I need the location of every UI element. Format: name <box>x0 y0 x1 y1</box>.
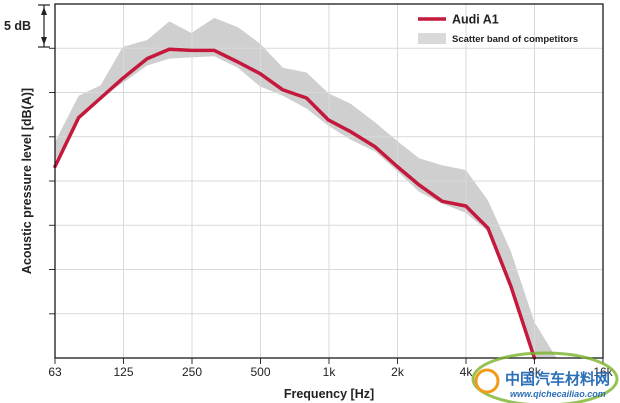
x-axis-ticks: 63 125 250 500 1k 2k 4k 8k 16k <box>48 358 614 379</box>
x-tick-label: 2k <box>391 365 405 379</box>
watermark-url: www.qichecailiao.com <box>510 389 606 399</box>
legend: Audi A1 Scatter band of competitors <box>418 13 578 45</box>
x-tick-label: 250 <box>182 365 202 379</box>
x-tick-label: 63 <box>48 365 62 379</box>
x-tick-label: 500 <box>250 365 270 379</box>
audi-a1-line <box>53 47 537 360</box>
x-axis-title: Frequency [Hz] <box>284 387 374 401</box>
legend-band-label: Scatter band of competitors <box>452 34 578 45</box>
scale-bar-arrow-down <box>41 37 47 45</box>
watermark: 中国汽车材料网 www.qichecailiao.com <box>471 351 619 403</box>
competitor-scatter-band <box>55 17 557 359</box>
x-tick-label: 16k <box>593 365 613 379</box>
y-axis-title: Acoustic pressure level [dB(A)] <box>20 88 34 274</box>
scale-bar-arrow-up <box>41 7 47 15</box>
legend-band-swatch <box>418 33 446 44</box>
legend-line-label: Audi A1 <box>452 13 499 27</box>
competitor-band-area <box>55 17 557 359</box>
x-tick-label: 4k <box>460 365 474 379</box>
x-tick-label: 8k <box>528 365 542 379</box>
y-scale-indicator: 5 dB <box>4 4 50 48</box>
watermark-swoosh <box>471 351 619 403</box>
x-tick-label: 1k <box>323 365 337 379</box>
watermark-logo-icon <box>474 368 500 394</box>
watermark-text: 中国汽车材料网 <box>505 370 610 388</box>
x-tick-label: 125 <box>113 365 133 379</box>
audi-a1-series <box>53 47 537 360</box>
scale-indicator-label: 5 dB <box>4 19 31 33</box>
grid <box>49 4 603 358</box>
